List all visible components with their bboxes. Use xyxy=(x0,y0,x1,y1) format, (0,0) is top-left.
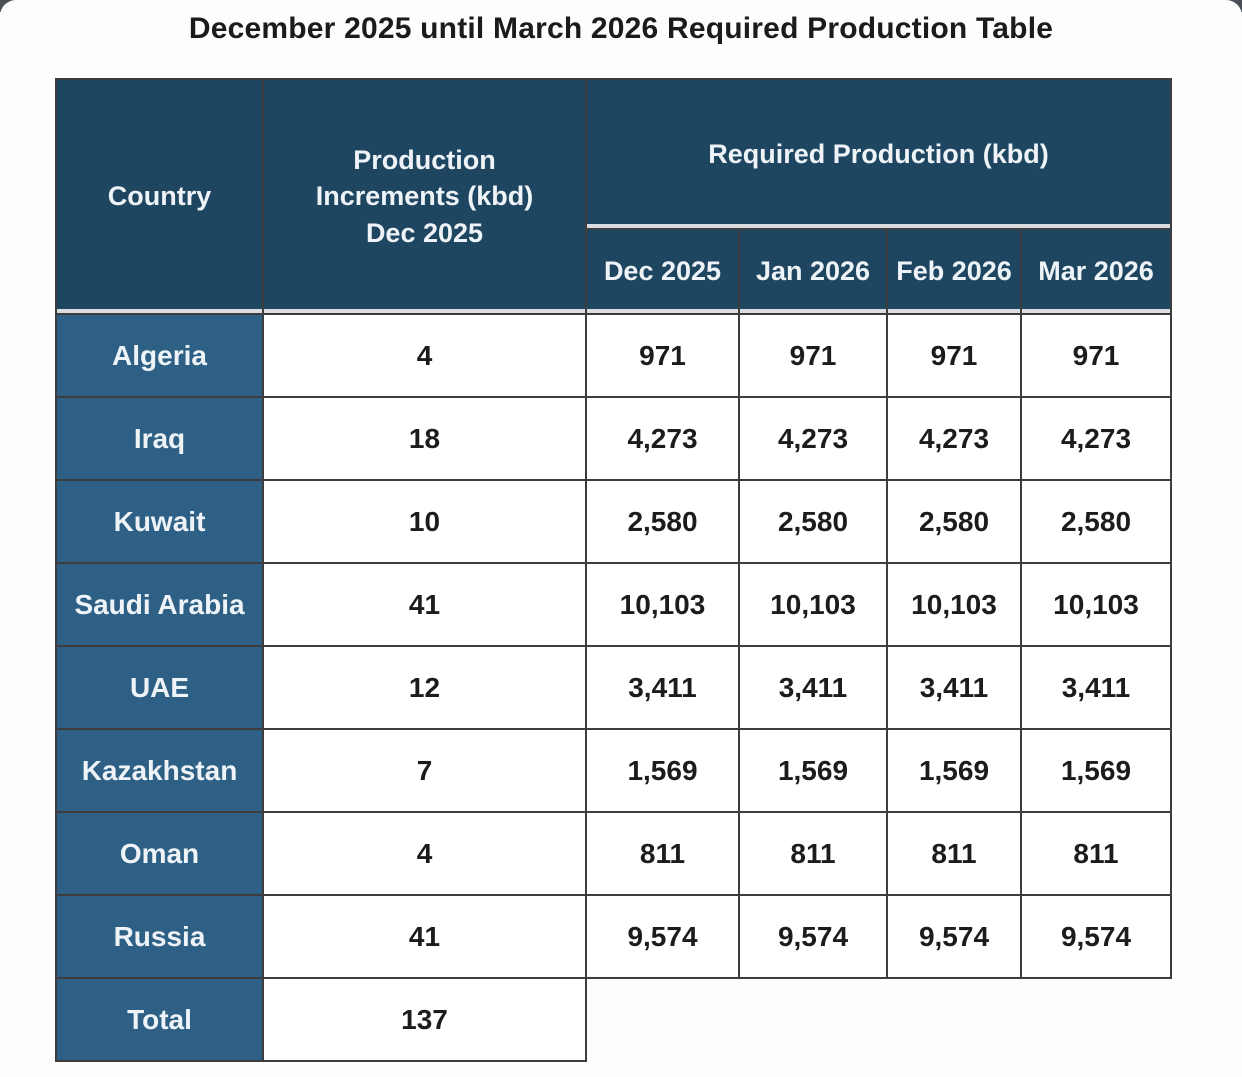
increment-cell: 41 xyxy=(262,894,587,979)
header-row-months: Dec 2025 Jan 2026 Feb 2026 Mar 2026 xyxy=(56,228,1172,315)
country-cell: Kuwait xyxy=(55,479,264,564)
required-cell: 10,103 xyxy=(738,562,888,647)
empty-cell xyxy=(739,978,887,1061)
required-cell: 2,580 xyxy=(585,479,740,564)
increment-cell: 10 xyxy=(262,479,587,564)
required-cell: 971 xyxy=(585,313,740,398)
table-header: Country Production Increments (kbd) Dec … xyxy=(55,78,1172,315)
country-cell: UAE xyxy=(55,645,264,730)
increment-cell: 4 xyxy=(262,313,587,398)
required-cell: 1,569 xyxy=(585,728,740,813)
header-row-top: Country Production Increments (kbd) Dec … xyxy=(55,78,1172,315)
increment-cell: 12 xyxy=(262,645,587,730)
required-cell: 3,411 xyxy=(886,645,1022,730)
total-increment-cell: 137 xyxy=(262,977,587,1062)
total-row: Total 137 xyxy=(55,977,1171,1062)
table-row: Oman 4 811 811 811 811 xyxy=(55,811,1172,896)
table-row: Kazakhstan 7 1,569 1,569 1,569 1,569 xyxy=(55,728,1172,813)
total-label-cell: Total xyxy=(55,977,264,1062)
col-header-month-0: Dec 2025 xyxy=(585,228,740,315)
required-cell: 4,273 xyxy=(886,396,1022,481)
required-cell: 10,103 xyxy=(886,562,1022,647)
country-cell: Iraq xyxy=(55,396,264,481)
required-cell: 2,580 xyxy=(886,479,1022,564)
screenshot-top-edge-mask xyxy=(0,0,1242,30)
production-table: Country Production Increments (kbd) Dec … xyxy=(55,78,1172,1062)
empty-cell xyxy=(1021,978,1171,1061)
increment-cell: 7 xyxy=(262,728,587,813)
required-cell: 3,411 xyxy=(738,645,888,730)
required-cell: 4,273 xyxy=(585,396,740,481)
table-row: Saudi Arabia 41 10,103 10,103 10,103 10,103 xyxy=(55,562,1172,647)
country-cell: Kazakhstan xyxy=(55,728,264,813)
col-header-increments: Production Increments (kbd) Dec 2025 xyxy=(262,78,587,315)
table-row: Russia 41 9,574 9,574 9,574 9,574 xyxy=(55,894,1172,979)
required-cell: 1,569 xyxy=(738,728,888,813)
table-body: Algeria 4 971 971 971 971 Iraq 18 4,273 4,273 4,27… xyxy=(55,313,1172,1062)
col-header-month-1: Jan 2026 xyxy=(738,228,888,315)
required-cell: 9,574 xyxy=(585,894,740,979)
required-cell: 811 xyxy=(585,811,740,896)
table-row: UAE 12 3,411 3,411 3,411 3,411 xyxy=(55,645,1172,730)
increment-cell: 4 xyxy=(262,811,587,896)
required-cell: 971 xyxy=(886,313,1022,398)
country-cell: Oman xyxy=(55,811,264,896)
page-title: December 2025 until March 2026 Required … xyxy=(188,12,1054,45)
col-header-country: Country xyxy=(55,78,264,315)
required-cell: 811 xyxy=(738,811,888,896)
required-cell: 971 xyxy=(738,313,888,398)
required-cell: 3,411 xyxy=(1020,645,1172,730)
required-cell: 811 xyxy=(1020,811,1172,896)
increment-cell: 41 xyxy=(262,562,587,647)
required-cell: 2,580 xyxy=(1020,479,1172,564)
empty-cell xyxy=(586,978,739,1061)
country-cell: Russia xyxy=(55,894,264,979)
table-row: Algeria 4 971 971 971 971 xyxy=(55,313,1172,398)
col-header-month-3: Mar 2026 xyxy=(1020,228,1172,315)
required-cell: 9,574 xyxy=(1020,894,1172,979)
required-cell: 971 xyxy=(1020,313,1172,398)
required-cell: 811 xyxy=(886,811,1022,896)
empty-cell xyxy=(887,978,1021,1061)
country-cell: Saudi Arabia xyxy=(55,562,264,647)
required-cell: 1,569 xyxy=(1020,728,1172,813)
col-header-required-production: Required Production (kbd) xyxy=(585,78,1172,230)
required-cell: 3,411 xyxy=(585,645,740,730)
col-header-month-2: Feb 2026 xyxy=(886,228,1022,315)
required-cell: 1,569 xyxy=(886,728,1022,813)
required-cell: 9,574 xyxy=(886,894,1022,979)
increment-cell: 18 xyxy=(262,396,587,481)
table-row: Iraq 18 4,273 4,273 4,273 4,273 xyxy=(55,396,1172,481)
table-row: Kuwait 10 2,580 2,580 2,580 2,580 xyxy=(55,479,1172,564)
country-cell: Algeria xyxy=(55,313,264,398)
required-cell: 9,574 xyxy=(738,894,888,979)
required-cell: 10,103 xyxy=(585,562,740,647)
required-cell: 4,273 xyxy=(1020,396,1172,481)
required-cell: 2,580 xyxy=(738,479,888,564)
required-cell: 4,273 xyxy=(738,396,888,481)
required-cell: 10,103 xyxy=(1020,562,1172,647)
